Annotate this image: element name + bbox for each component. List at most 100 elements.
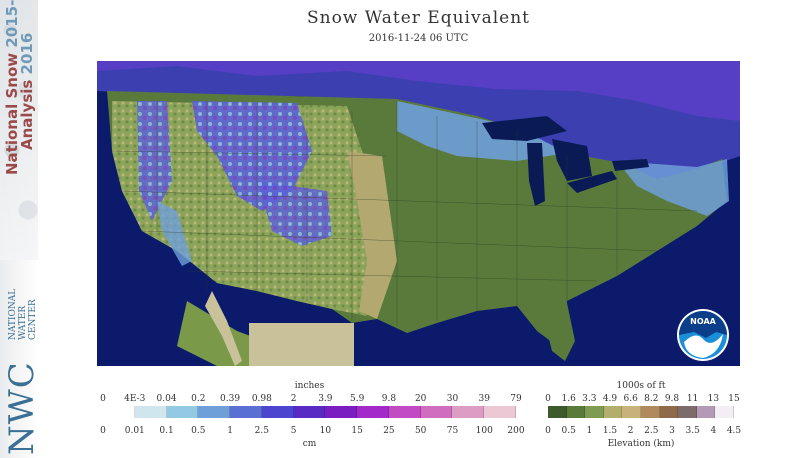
elev-color-bar bbox=[548, 406, 734, 418]
color-swatch bbox=[696, 406, 716, 418]
tick-label: 0.04 bbox=[156, 394, 177, 404]
tick-label: 50 bbox=[414, 426, 427, 436]
color-swatch bbox=[678, 406, 697, 418]
color-swatch bbox=[420, 406, 453, 418]
tick-label: 100 bbox=[475, 426, 493, 436]
nwc-label-center: CENTER bbox=[28, 299, 38, 340]
color-swatch bbox=[484, 406, 516, 418]
state-boundaries bbox=[111, 101, 698, 326]
tick-label: 200 bbox=[507, 426, 525, 436]
elev-ft-ticks: 0 1.6 3.3 4.9 6.6 8.2 9.8 11 13 15 bbox=[545, 394, 740, 406]
tick-label: 13 bbox=[707, 394, 720, 404]
color-swatch bbox=[103, 406, 135, 418]
mexico-masked bbox=[249, 323, 354, 366]
elev-legend-bottom-unit: Elevation (km) bbox=[607, 439, 675, 449]
tick-label: 0 bbox=[100, 426, 106, 436]
nwc-logo-text: NWC bbox=[2, 361, 38, 455]
tick-label: 2.5 bbox=[644, 426, 659, 436]
color-swatch bbox=[659, 406, 679, 418]
snow-map-svg bbox=[97, 61, 740, 366]
tick-label: 20 bbox=[414, 394, 427, 404]
florida bbox=[527, 303, 575, 361]
swe-cm-ticks: 0 0.01 0.1 0.5 1 2.5 5 10 15 25 50 75 100 200 bbox=[100, 426, 524, 438]
color-swatch bbox=[566, 406, 586, 418]
page-title: Snow Water Equivalent bbox=[306, 8, 531, 28]
tick-label: 0.5 bbox=[191, 426, 206, 436]
sidebar-line2-text: Analysis bbox=[18, 79, 36, 150]
tick-label: 25 bbox=[383, 426, 395, 436]
tick-label: 0.98 bbox=[251, 394, 272, 404]
color-swatch bbox=[134, 406, 167, 418]
tick-label: 1 bbox=[227, 426, 233, 436]
tick-label: 79 bbox=[510, 394, 522, 404]
color-swatch bbox=[388, 406, 421, 418]
tick-label: 30 bbox=[446, 394, 459, 404]
canada-snow bbox=[97, 61, 740, 121]
swe-color-bar bbox=[103, 406, 516, 418]
tick-label: 3.9 bbox=[318, 394, 333, 404]
tick-label: 3 bbox=[669, 426, 675, 436]
color-swatch bbox=[166, 406, 199, 418]
tick-label: 1.6 bbox=[561, 394, 576, 404]
color-swatch bbox=[715, 406, 734, 418]
tick-label: 15 bbox=[728, 394, 740, 404]
tick-label: 0.01 bbox=[124, 426, 145, 436]
tick-label: 5.9 bbox=[349, 394, 365, 404]
color-swatch bbox=[622, 406, 641, 418]
tick-label: 0.1 bbox=[159, 426, 174, 436]
noaa-logo: NOAA bbox=[677, 309, 729, 361]
tick-label: 4 bbox=[710, 426, 717, 436]
color-swatch bbox=[357, 406, 389, 418]
baja-peninsula bbox=[205, 291, 242, 366]
swe-inch-ticks: 0 4E-3 0.04 0.2 0.39 0.98 2 3.9 5.9 9.8 20 30 39 79 bbox=[100, 394, 522, 406]
northeast-snow bbox=[617, 159, 729, 216]
tick-label: 1.5 bbox=[602, 426, 618, 436]
rockies-snow-north bbox=[192, 101, 312, 211]
tick-label: 0.39 bbox=[220, 394, 241, 404]
swe-legend-top-unit: inches bbox=[294, 381, 325, 391]
color-swatch bbox=[585, 406, 604, 418]
tick-label: 2 bbox=[627, 426, 634, 436]
nwc-label-water: WATER bbox=[18, 305, 28, 340]
tick-label: 6.6 bbox=[623, 394, 638, 404]
color-swatch bbox=[325, 406, 358, 418]
tick-label: 4.5 bbox=[726, 426, 742, 436]
mexico-land bbox=[177, 301, 327, 366]
lake-huron bbox=[552, 139, 592, 181]
color-swatch bbox=[548, 406, 567, 418]
tick-label: 3.3 bbox=[582, 394, 597, 404]
tick-label: 15 bbox=[351, 426, 363, 436]
color-swatch bbox=[261, 406, 294, 418]
snow-map bbox=[97, 61, 740, 366]
rockies-snow-central bbox=[257, 181, 332, 246]
lake-michigan bbox=[527, 143, 545, 206]
lake-erie bbox=[567, 171, 617, 193]
tick-label: 0 bbox=[545, 426, 551, 436]
color-swatch bbox=[603, 406, 623, 418]
tick-label: 0.2 bbox=[191, 394, 206, 404]
tick-label: 0.5 bbox=[561, 426, 576, 436]
tick-label: 2.5 bbox=[254, 426, 270, 436]
tick-label: 75 bbox=[446, 426, 459, 436]
swe-legend-bottom-unit: cm bbox=[302, 439, 317, 449]
lake-superior bbox=[482, 116, 567, 141]
tick-label: 0 bbox=[545, 394, 551, 404]
tick-label: 3.5 bbox=[685, 426, 700, 436]
timestamp: 2016-11-24 06 UTC bbox=[368, 33, 469, 44]
tick-label: 2 bbox=[290, 394, 297, 404]
color-swatch bbox=[293, 406, 326, 418]
cascades-snow bbox=[137, 101, 172, 221]
tick-label: 1 bbox=[586, 426, 593, 436]
tick-label: 39 bbox=[478, 394, 490, 404]
elev-km-ticks: 0 0.5 1 1.5 2 2.5 3 3.5 4 4.5 bbox=[545, 426, 741, 438]
elev-legend-top-unit: 1000s of ft bbox=[616, 381, 666, 391]
tick-label: 9.8 bbox=[664, 394, 680, 404]
tick-label: 9.8 bbox=[381, 394, 397, 404]
plains-upland bbox=[347, 151, 397, 319]
color-swatch bbox=[198, 406, 231, 418]
color-swatch bbox=[640, 406, 660, 418]
sidebar-title-line2: Analysis 2016 bbox=[18, 33, 36, 150]
snow-texture bbox=[0, 0, 38, 260]
tick-label: 5 bbox=[290, 426, 297, 436]
lake-ontario bbox=[612, 159, 649, 171]
